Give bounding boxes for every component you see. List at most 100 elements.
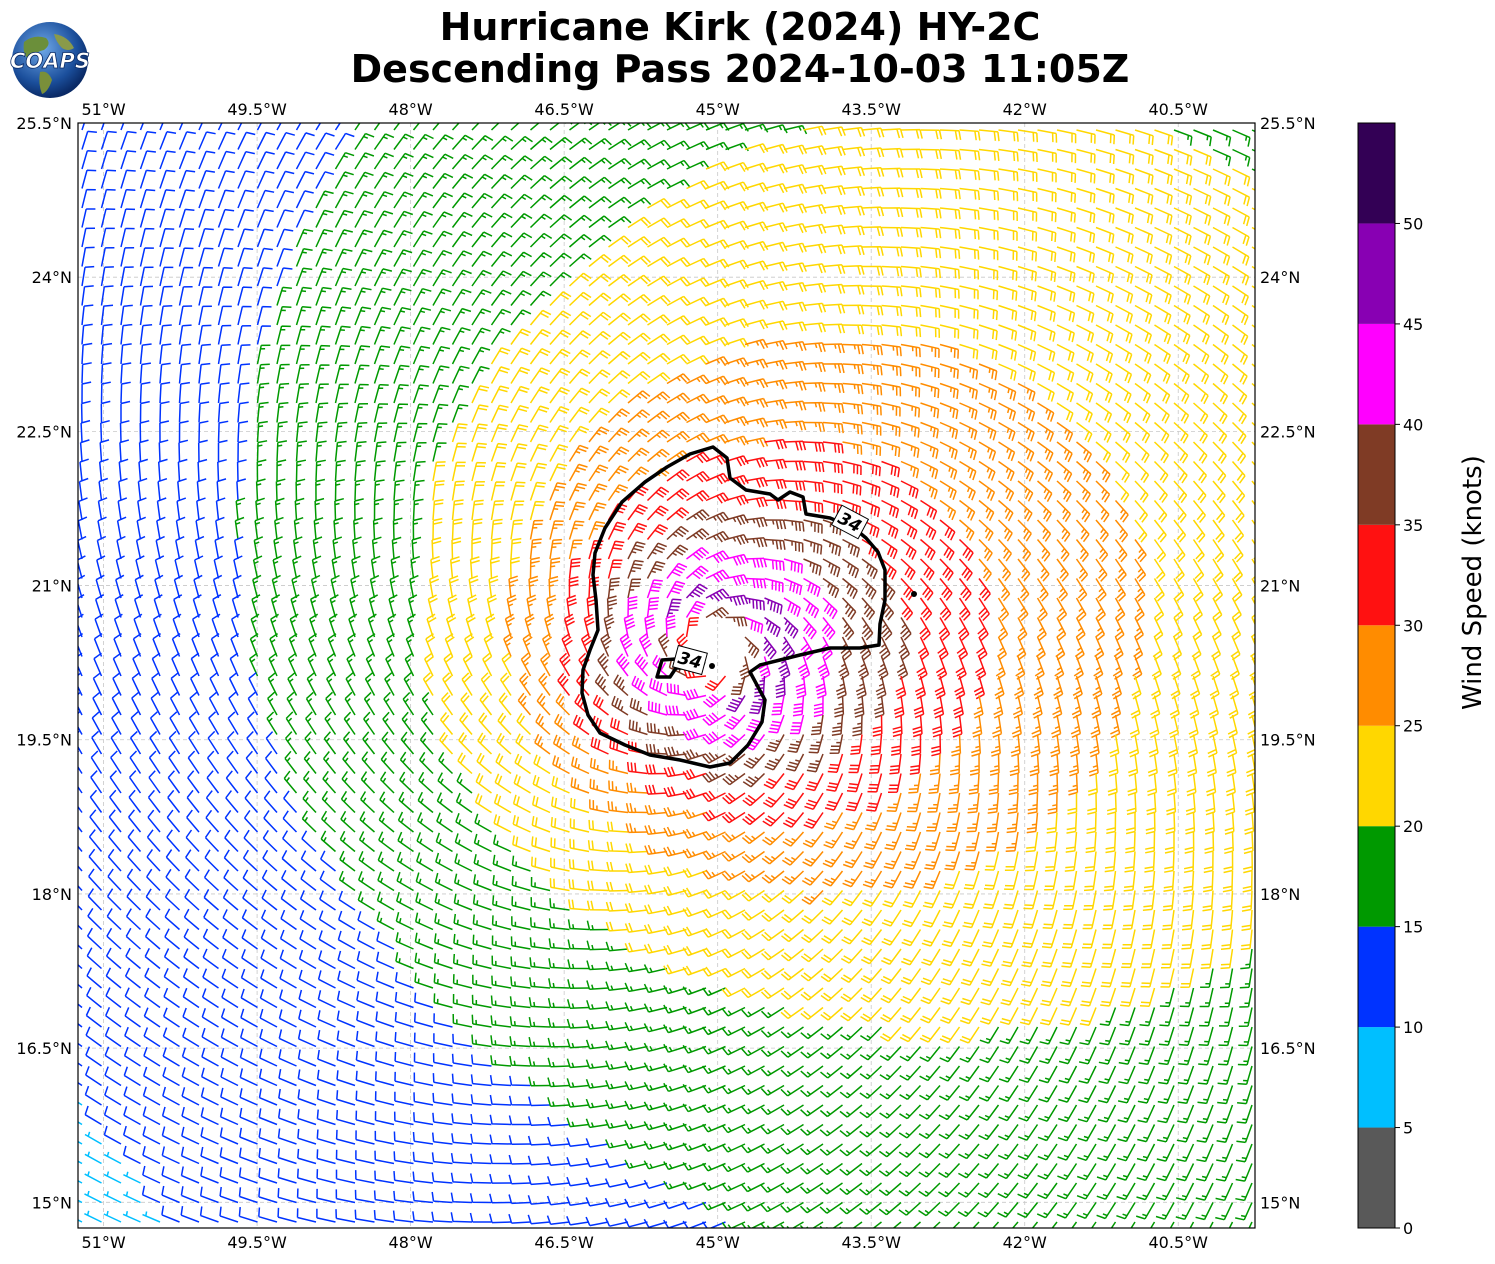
wind-barb xyxy=(948,773,961,795)
wind-barb xyxy=(295,132,315,150)
wind-barb xyxy=(156,516,166,540)
wind-barb xyxy=(1154,207,1173,225)
wind-barb xyxy=(529,977,551,989)
wind-barb xyxy=(666,507,690,521)
wind-barb xyxy=(491,935,512,950)
wind-barb xyxy=(279,929,297,950)
wind-barb xyxy=(664,705,687,716)
wind-barb xyxy=(528,1016,551,1028)
wind-barb xyxy=(242,889,258,911)
wind-barb xyxy=(783,262,807,273)
wind-barb xyxy=(549,233,572,248)
wind-barb xyxy=(510,404,529,423)
wind-barb xyxy=(624,982,648,993)
wind-barb xyxy=(100,285,114,306)
wind-barb xyxy=(1056,304,1076,323)
wind-barb xyxy=(1114,578,1127,602)
wind-barb xyxy=(685,617,699,638)
wind-barb xyxy=(100,266,114,287)
wind-barb xyxy=(890,734,902,756)
wind-barb xyxy=(1024,870,1039,891)
wind-barb xyxy=(123,1106,141,1126)
wind-barb xyxy=(1010,734,1021,758)
wind-barb xyxy=(549,136,573,151)
wind-barb xyxy=(1135,1202,1156,1220)
wind-barb xyxy=(627,351,651,365)
wind-barb xyxy=(940,987,961,1005)
wind-barb xyxy=(1121,929,1136,949)
wind-barb xyxy=(1212,500,1226,524)
wind-barb xyxy=(419,731,434,755)
wind-barb xyxy=(795,675,807,699)
wind-barb xyxy=(1017,304,1037,322)
wind-barb xyxy=(977,1163,1000,1179)
wind-barb xyxy=(247,691,259,716)
wind-barb xyxy=(344,691,356,716)
wind-barb xyxy=(722,792,746,805)
wind-barb xyxy=(919,597,933,621)
wind-barb xyxy=(686,490,710,502)
wind-barb xyxy=(663,1082,687,1093)
lon-tick-label-bottom: 43.5°W xyxy=(841,1233,901,1252)
wind-barb xyxy=(862,890,883,908)
wind-barb xyxy=(483,632,494,657)
wind-barb xyxy=(451,269,472,287)
wind-barb xyxy=(474,813,492,833)
wind-barb xyxy=(900,597,914,621)
wind-barb xyxy=(527,1195,551,1205)
wind-barb xyxy=(198,170,216,189)
wind-barb xyxy=(813,695,824,718)
wind-barb xyxy=(741,831,765,845)
wind-barb xyxy=(702,771,726,783)
wind-barb xyxy=(1014,675,1025,700)
wind-barb xyxy=(783,420,807,431)
wind-barb xyxy=(919,1046,941,1062)
wind-barb xyxy=(530,897,551,911)
wind-barb xyxy=(1040,987,1058,1007)
wind-barb xyxy=(588,157,612,170)
wind-barb xyxy=(1100,987,1117,1007)
wind-barb xyxy=(1031,714,1042,738)
lat-tick-label-left: 15°N xyxy=(32,1193,72,1212)
wind-barb xyxy=(638,633,652,657)
wind-barb xyxy=(758,656,771,680)
wind-barb xyxy=(433,973,453,989)
wind-barb xyxy=(842,324,865,335)
wind-barb xyxy=(1175,1182,1195,1201)
wind-barb xyxy=(552,755,570,775)
wind-barb xyxy=(701,908,726,919)
wind-barb xyxy=(1055,636,1066,661)
wind-barb xyxy=(1026,812,1039,834)
wind-barb xyxy=(1037,207,1057,223)
wind-barb xyxy=(1020,987,1039,1007)
wind-barb xyxy=(496,732,512,755)
wind-barb xyxy=(904,831,922,851)
wind-barb xyxy=(1076,1163,1097,1181)
wind-barb xyxy=(900,304,922,318)
wind-barb xyxy=(919,558,935,581)
wind-barb xyxy=(434,913,453,931)
wind-barb xyxy=(861,402,882,416)
wind-barb xyxy=(417,812,434,833)
wind-barb xyxy=(1232,187,1251,207)
wind-barb xyxy=(880,968,902,985)
wind-barb xyxy=(920,285,941,299)
wind-barb xyxy=(942,909,961,928)
wind-barb xyxy=(900,577,915,601)
wind-barb xyxy=(1134,460,1150,483)
wind-barb xyxy=(744,162,769,173)
wind-barb xyxy=(309,594,320,618)
wind-barb xyxy=(316,1129,336,1145)
wind-barb xyxy=(721,928,746,940)
wind-barb xyxy=(566,1176,590,1187)
wind-barb xyxy=(626,782,648,794)
wind-barb xyxy=(225,770,239,794)
wind-barb xyxy=(859,1104,882,1119)
wind-barb xyxy=(451,173,474,189)
wind-barb xyxy=(233,555,243,579)
wind-barb xyxy=(1095,499,1110,523)
wind-barb xyxy=(154,574,164,599)
wind-barb xyxy=(371,536,382,560)
wind-barb xyxy=(360,791,376,814)
wind-barb xyxy=(959,1065,980,1083)
